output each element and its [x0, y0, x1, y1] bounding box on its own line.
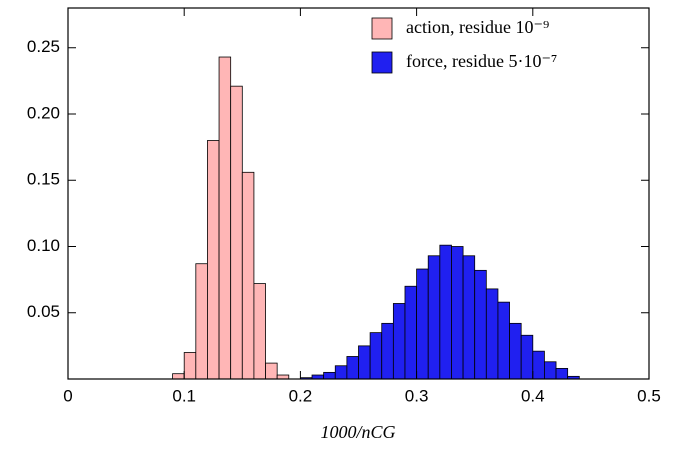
bar: [392, 303, 406, 380]
bar: [323, 371, 336, 380]
y-tick-label: 0.15: [27, 170, 60, 189]
legend-label: action, residue 10⁻⁹: [406, 17, 549, 37]
bar: [183, 352, 197, 380]
x-axis-label: 1000/nCG: [320, 422, 395, 442]
bar: [346, 356, 359, 380]
plot-frame: [67, 7, 650, 380]
x-tick-label: 0.5: [637, 386, 661, 405]
bar: [555, 367, 569, 380]
bar: [241, 171, 255, 380]
y-tick-label: 0.25: [27, 37, 60, 56]
bar: [230, 85, 243, 380]
bar: [218, 56, 232, 380]
legend-swatch: [371, 17, 393, 40]
bar: [265, 362, 278, 380]
bar: [369, 332, 383, 380]
x-tick-label: 0: [63, 386, 72, 405]
y-tick-label: 0.20: [27, 103, 60, 122]
bar: [544, 361, 557, 380]
legend-swatch: [371, 51, 393, 74]
bar: [520, 334, 534, 380]
bar: [334, 365, 348, 380]
bar: [462, 255, 476, 380]
bar: [509, 322, 522, 380]
legend-label: force, residue 5·10⁻⁷: [406, 51, 557, 71]
y-tick-label: 0.10: [27, 236, 60, 255]
y-tick-label: 0.05: [27, 302, 60, 321]
bar: [207, 140, 220, 380]
bar: [532, 350, 545, 380]
bar: [172, 373, 185, 380]
bar: [485, 288, 499, 380]
bar: [253, 283, 266, 380]
x-tick-label: 0.1: [172, 386, 196, 405]
bar: [451, 246, 464, 380]
bar: [358, 345, 371, 380]
bar: [416, 268, 429, 380]
x-tick-label: 0.2: [289, 386, 313, 405]
x-tick-label: 0.3: [405, 386, 429, 405]
bar: [381, 322, 394, 380]
bar: [474, 269, 487, 380]
bar: [439, 244, 452, 380]
x-tick-label: 0.4: [521, 386, 545, 405]
bar: [195, 263, 208, 380]
bar: [497, 301, 510, 380]
bar: [427, 255, 441, 380]
bar: [404, 285, 418, 380]
